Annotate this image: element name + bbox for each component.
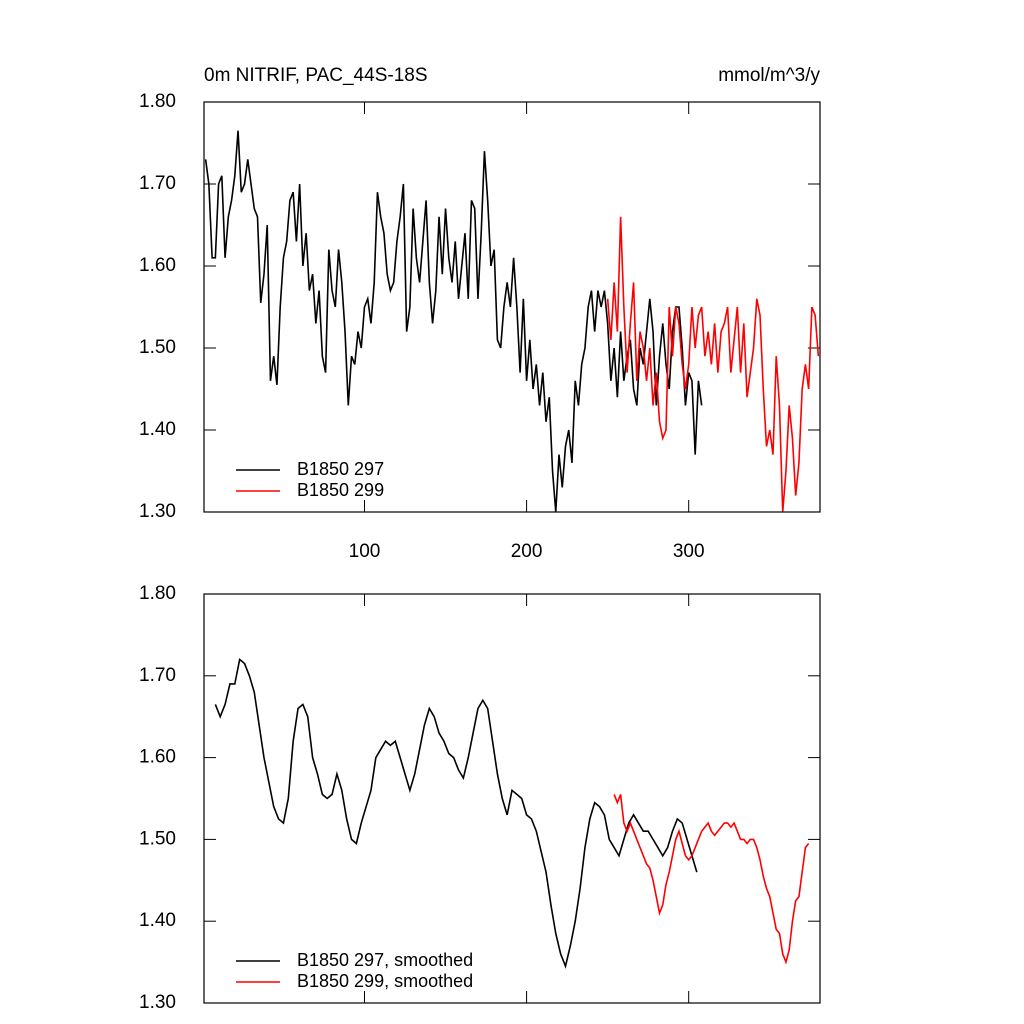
data-line: [214, 657, 698, 969]
y-tick-label: 1.80: [139, 91, 176, 112]
legend-label: B1850 299: [297, 480, 384, 500]
x-tick-label: 200: [511, 541, 543, 562]
legend-label: B1850 297, smoothed: [297, 950, 473, 970]
legend-label: B1850 297: [297, 459, 384, 479]
units-label: mmol/m^3/y: [718, 65, 820, 86]
data-line: [204, 130, 703, 513]
y-tick-label: 1.40: [139, 419, 176, 440]
y-tick-label: 1.50: [139, 337, 176, 358]
plot-frame: [203, 593, 821, 1004]
x-tick-label: 100: [349, 541, 381, 562]
y-tick-label: 1.70: [139, 665, 176, 686]
legend-label: B1850 299, smoothed: [297, 971, 473, 991]
y-tick-label: 1.30: [139, 992, 176, 1013]
x-tick-label: 300: [673, 541, 705, 562]
y-tick-label: 1.70: [139, 173, 176, 194]
y-tick-label: 1.50: [139, 828, 176, 849]
chart-title: 0m NITRIF, PAC_44S-18S: [204, 65, 428, 86]
y-tick-label: 1.60: [139, 255, 176, 276]
y-tick-label: 1.60: [139, 747, 176, 768]
data-line: [606, 216, 820, 513]
data-line: [613, 794, 810, 965]
y-tick-label: 1.80: [139, 583, 176, 604]
plot-frame: [203, 101, 821, 513]
y-tick-label: 1.30: [139, 501, 176, 522]
y-tick-label: 1.40: [139, 910, 176, 931]
